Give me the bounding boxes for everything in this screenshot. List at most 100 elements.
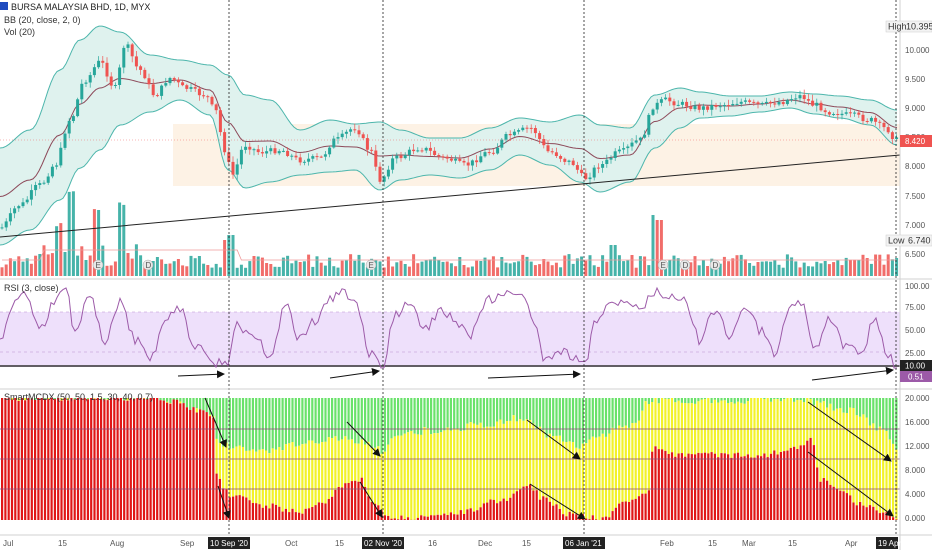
annotation-arrow bbox=[177, 370, 225, 379]
volume-bar bbox=[483, 257, 487, 276]
time-axis[interactable]: Jul 15 Aug Sep Oct 15 16 Dec 15 Feb 15 Mar 15 Apr 10 S… bbox=[3, 537, 901, 549]
rsi-10-tag: 10.00 bbox=[905, 362, 926, 371]
mcdx-green-bar bbox=[261, 398, 264, 450]
candle bbox=[823, 110, 827, 113]
event-marker[interactable] bbox=[142, 259, 154, 271]
mcdx-green-bar bbox=[354, 398, 357, 444]
mcdx-green-bar bbox=[199, 398, 202, 410]
mcdx-red-bar bbox=[238, 495, 241, 520]
mcdx-red-bar bbox=[538, 499, 542, 520]
volume-bar bbox=[718, 263, 722, 276]
event-marker[interactable] bbox=[657, 259, 669, 271]
candle bbox=[567, 160, 571, 162]
mcdx-green-bar bbox=[235, 398, 238, 447]
mcdx-yellow-bar bbox=[519, 419, 522, 490]
candle bbox=[294, 155, 298, 158]
mcdx-yellow-bar bbox=[334, 436, 337, 490]
volume-bar bbox=[80, 246, 84, 276]
mcdx-yellow-bar bbox=[317, 443, 320, 503]
mcdx-yellow-bar bbox=[542, 430, 545, 497]
mcdx-green-bar bbox=[393, 398, 396, 437]
smartmcdx-panel[interactable] bbox=[0, 398, 900, 520]
mcdx-yellow-bar bbox=[888, 439, 891, 515]
mcdx-red-bar bbox=[222, 488, 225, 520]
mcdx-yellow-bar bbox=[558, 435, 561, 509]
mcdx-yellow-bar bbox=[862, 414, 865, 506]
mcdx-red-bar bbox=[479, 507, 482, 520]
candle bbox=[59, 147, 63, 166]
annotation-arrow bbox=[359, 481, 383, 518]
candle bbox=[584, 173, 588, 180]
annotation-arrows bbox=[177, 366, 894, 520]
mcdx-red-bar bbox=[463, 514, 466, 520]
mcdx-red-bar bbox=[535, 490, 538, 520]
event-marker[interactable] bbox=[365, 259, 377, 271]
mcdx-red-bar bbox=[641, 493, 644, 520]
event-marker[interactable] bbox=[92, 259, 104, 271]
annotation-arrow bbox=[329, 368, 380, 379]
volume-bar bbox=[76, 255, 80, 276]
mcdx-yellow-bar bbox=[367, 441, 370, 497]
candle bbox=[869, 117, 873, 122]
mcdx-yellow-bar bbox=[166, 401, 169, 403]
x-tick: 15 bbox=[58, 539, 67, 548]
mcdx-yellow-bar bbox=[595, 437, 598, 520]
mcdx-yellow-bar bbox=[522, 420, 525, 487]
mcdx-green-bar bbox=[601, 398, 604, 434]
mcdx-red-bar bbox=[10, 399, 14, 520]
volume-bar bbox=[424, 260, 428, 276]
rsi-tick: 75.00 bbox=[905, 303, 926, 312]
mcdx-yellow-bar bbox=[783, 399, 786, 452]
mcdx-green-bar bbox=[822, 398, 825, 402]
event-marker[interactable] bbox=[679, 259, 691, 271]
candle bbox=[21, 202, 25, 207]
event-marker[interactable] bbox=[709, 259, 721, 271]
mcdx-yellow-bar bbox=[832, 410, 835, 487]
mcdx-yellow-bar bbox=[311, 440, 314, 507]
mcdx-yellow-bar bbox=[284, 444, 287, 509]
rsi-panel[interactable] bbox=[0, 286, 900, 369]
mcdx-green-bar bbox=[215, 398, 218, 439]
mcdx-green-bar bbox=[684, 398, 687, 404]
volume-bar bbox=[160, 259, 164, 276]
candle bbox=[836, 114, 840, 115]
mcdx-green-bar bbox=[357, 398, 360, 444]
mcdx-red-bar bbox=[687, 453, 690, 520]
candle bbox=[651, 109, 655, 115]
mcdx-yellow-bar bbox=[258, 449, 261, 505]
candle bbox=[449, 158, 453, 161]
mcdx-green-bar bbox=[796, 398, 799, 400]
mcdx-green-bar bbox=[400, 398, 403, 436]
volume-bar bbox=[634, 267, 638, 276]
mcdx-yellow-bar bbox=[482, 427, 485, 504]
candle bbox=[193, 87, 197, 89]
candle bbox=[160, 85, 164, 96]
mcdx-green-bar bbox=[713, 398, 716, 400]
mcdx-green-bar bbox=[878, 398, 881, 427]
candle bbox=[538, 133, 542, 139]
mcdx-red-bar bbox=[439, 515, 443, 520]
candle bbox=[672, 101, 676, 106]
mcdx-green-bar bbox=[472, 398, 476, 424]
x-tick: 15 bbox=[708, 539, 717, 548]
volume-bar bbox=[773, 260, 777, 276]
mcdx-green-bar bbox=[397, 398, 400, 436]
mcdx-red-bar bbox=[575, 514, 578, 520]
mcdx-red-bar bbox=[875, 510, 878, 520]
chart-header: BURSA MALAYSIA BHD, 1D, MYX BB (20, clos… bbox=[0, 2, 153, 402]
mcdx-yellow-bar bbox=[799, 400, 802, 446]
mcdx-red-bar bbox=[802, 445, 806, 520]
mcdx-yellow-bar bbox=[697, 401, 700, 453]
mcdx-green-bar bbox=[736, 398, 740, 402]
mcdx-yellow-bar bbox=[248, 450, 251, 501]
candle bbox=[857, 112, 861, 115]
mcdx-green-bar bbox=[637, 398, 641, 421]
mcdx-green-bar bbox=[430, 398, 433, 435]
mcdx-red-bar bbox=[199, 409, 202, 520]
candle bbox=[181, 82, 185, 86]
candle bbox=[281, 150, 285, 152]
mcdx-red-bar bbox=[614, 507, 617, 520]
volume-bar bbox=[844, 257, 848, 276]
